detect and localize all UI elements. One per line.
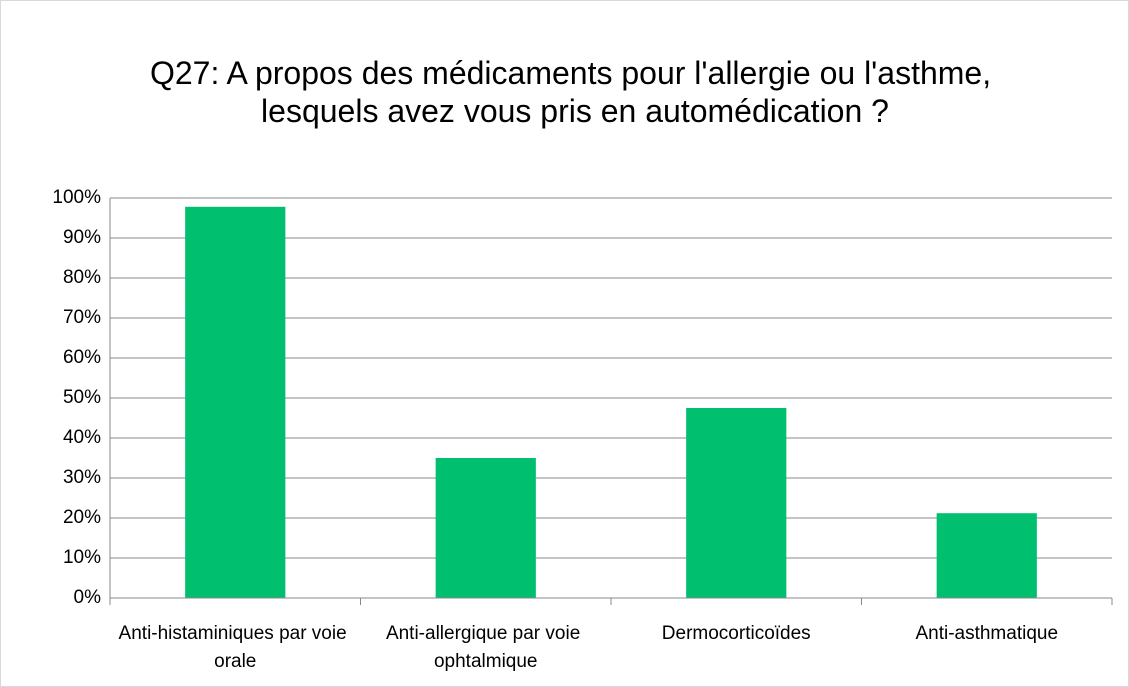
x-tick-label: Dermocorticoïdes [662,623,811,644]
y-tick-label: 10% [63,547,101,568]
y-tick-label: 30% [63,467,101,488]
y-tick-label: 80% [63,267,101,288]
y-tick-label: 50% [63,387,101,408]
x-tick-label: Anti-asthmatique [915,623,1058,644]
bar [185,206,286,599]
bar [435,458,536,598]
chart-title: Q27: A propos des médicaments pour l'all… [150,55,1000,129]
y-tick-label: 40% [63,427,101,448]
bar [936,513,1037,598]
y-tick-label: 90% [63,227,101,248]
x-tick-label: Anti-allergique par voie ophtalmique [386,623,586,672]
y-tick-label: 100% [52,187,101,208]
bar [686,408,787,598]
y-tick-label: 60% [63,347,101,368]
y-tick-label: 70% [63,307,101,328]
x-tick-label: Anti-histaminiques par voie orale [119,623,352,672]
y-tick-label: 0% [74,587,102,608]
y-tick-label: 20% [63,507,101,528]
